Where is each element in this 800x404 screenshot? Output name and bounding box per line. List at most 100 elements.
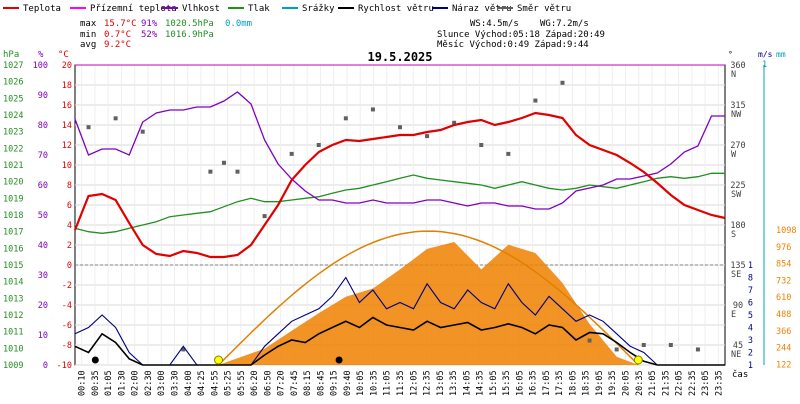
x-tick-label: 08:15: [303, 370, 313, 396]
dir-cardinal-label: S: [731, 230, 736, 240]
x-tick-label: 05:55: [237, 370, 247, 396]
percent-tick-label: 60: [38, 181, 48, 191]
x-axis-label: čas: [732, 369, 748, 380]
dir-tick-label: 270: [730, 141, 745, 151]
wind-dir-marker: [113, 116, 118, 121]
wind-dir-marker: [262, 214, 267, 219]
temp-tick-label: 2: [67, 241, 72, 251]
stats-max-temp: 15.7°C: [104, 19, 137, 29]
wind-dir-marker: [506, 151, 511, 156]
hpa-tick-label: 1010: [3, 344, 23, 354]
sun-tick-label: 610: [776, 293, 791, 303]
ms-tick-label: 6: [748, 299, 753, 309]
x-tick-label: 17:05: [542, 370, 552, 396]
x-tick-label: 07:45: [290, 370, 300, 396]
temp-tick-label: 16: [62, 101, 72, 111]
axis-label-temp: °C: [58, 50, 69, 60]
sun-tick-label: 976: [776, 243, 791, 253]
chart-title: 19.5.2025: [367, 50, 432, 64]
ms-tick-label: 1: [748, 261, 753, 271]
dir-cardinal-label: SE: [731, 270, 741, 280]
wind-dir-marker: [452, 120, 457, 125]
sun-tick-label: 488: [776, 310, 791, 320]
x-tick-label: 12:35: [423, 370, 433, 396]
x-tick-label: 08:45: [316, 370, 326, 396]
ms-tick-label: 5: [748, 311, 753, 321]
x-tick-label: 10:05: [356, 370, 366, 396]
wind-dir-marker: [695, 347, 700, 352]
dir-cardinal-label: SW: [731, 190, 742, 200]
x-tick-label: 12:05: [409, 370, 419, 396]
ms-tick-label: 4: [748, 324, 753, 334]
x-tick-label: 21:35: [661, 370, 671, 396]
temp-tick-label: -2: [62, 281, 72, 291]
percent-tick-label: 90: [38, 91, 48, 101]
stats-block: max 15.7°C 91% 1020.5hPa 0.0mm min 0.7°C…: [80, 19, 252, 50]
x-tick-label: 02:00: [131, 370, 141, 396]
legend-label: Vlhkost: [182, 4, 220, 14]
temp-tick-label: 0: [67, 261, 72, 271]
dir-tick-label: 225: [730, 181, 745, 191]
x-tick-label: 14:05: [462, 370, 472, 396]
legend-label: Přízemní teplota: [90, 4, 177, 14]
temp-tick-label: 10: [62, 161, 72, 171]
x-tick-label: 18:05: [568, 370, 578, 396]
axis-label-dir: °: [728, 50, 733, 59]
hpa-tick-label: 1012: [3, 311, 23, 321]
hpa-tick-label: 1024: [3, 111, 23, 121]
wind-dir-marker: [86, 125, 91, 130]
gust-line: [74, 276, 725, 366]
dir-tick-label: 135: [730, 261, 745, 271]
hpa-tick-label: 1018: [3, 211, 23, 221]
moonset-marker: [335, 356, 343, 364]
dir-cardinal-label: N: [731, 70, 736, 80]
temperature-line: [73, 111, 726, 259]
x-tick-label: 21:05: [648, 370, 658, 396]
x-tick-label: 19:35: [608, 370, 618, 396]
sun-tick-label: 732: [776, 276, 791, 286]
hpa-tick-label: 1022: [3, 144, 23, 154]
wind-dir-marker: [343, 116, 348, 121]
axis-label-ms: m/s: [758, 50, 773, 59]
x-tick-label: 09:15: [330, 370, 340, 396]
temp-tick-label: 8: [67, 181, 72, 191]
sunrise-marker: [214, 355, 224, 365]
wind-dir-marker: [398, 125, 402, 130]
ms-tick-label: 3: [748, 336, 753, 346]
percent-tick-label: 50: [38, 211, 48, 221]
sun-tick-label: 366: [776, 327, 791, 337]
x-tick-label: 13:35: [449, 370, 459, 396]
x-tick-label: 23:05: [701, 370, 711, 396]
stats-min-hum: 52%: [141, 30, 158, 40]
wind-dir-marker: [208, 169, 213, 174]
x-tick-label: 19:05: [595, 370, 605, 396]
temp-tick-label: -4: [62, 301, 72, 311]
stats-min-label: min: [80, 30, 96, 40]
wind-dir-marker: [641, 343, 646, 347]
x-tick-label: 00:10: [78, 370, 88, 396]
temp-tick-label: 12: [62, 141, 72, 151]
x-tick-label: 05:25: [224, 370, 234, 396]
wind-dir-marker: [140, 129, 145, 134]
axis-label-percent: %: [38, 50, 44, 60]
percent-tick-label: 10: [38, 331, 48, 341]
ms-tick-label: 2: [748, 349, 753, 359]
humidity-line: [74, 91, 725, 210]
plot-area: hPa% °C1027102610251024102310221021102010…: [3, 50, 796, 396]
stats-max-press: 1020.5hPa: [165, 19, 214, 29]
sun-arc-line: [217, 230, 639, 366]
temp-tick-label: -10: [57, 361, 72, 371]
x-tick-label: 01:30: [117, 370, 127, 396]
wind-dir-marker: [221, 160, 226, 165]
stats-max-rain: 0.0mm: [225, 19, 252, 29]
stats-max-label: max: [80, 19, 97, 29]
x-tick-label: 09:40: [343, 370, 353, 396]
wind-dir-marker: [235, 169, 240, 174]
x-tick-label: 11:05: [383, 370, 393, 396]
x-tick-label: 17:35: [555, 370, 565, 396]
wind-dir-marker: [668, 343, 673, 347]
legend-label: Tlak: [248, 4, 270, 14]
temp-tick-label: 14: [62, 121, 72, 131]
